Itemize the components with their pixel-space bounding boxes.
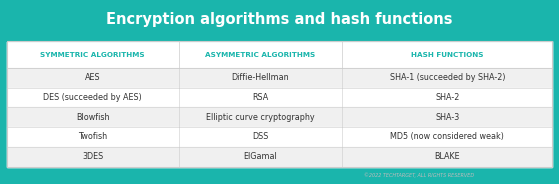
Text: MD5 (now considered weak): MD5 (now considered weak) — [390, 132, 504, 141]
Text: Blowfish: Blowfish — [76, 113, 110, 122]
Bar — [7, 88, 552, 107]
Text: HASH FUNCTIONS: HASH FUNCTIONS — [411, 52, 484, 58]
Bar — [7, 147, 552, 167]
Text: DES (succeeded by AES): DES (succeeded by AES) — [43, 93, 142, 102]
Text: SHA-2: SHA-2 — [435, 93, 459, 102]
Text: SHA-3: SHA-3 — [435, 113, 459, 122]
Text: Twofish: Twofish — [78, 132, 107, 141]
Bar — [7, 68, 552, 88]
Text: ElGamal: ElGamal — [244, 152, 277, 161]
Text: ASYMMETRIC ALGORITHMS: ASYMMETRIC ALGORITHMS — [205, 52, 315, 58]
Text: ©2022 TECHTARGET, ALL RIGHTS RESERVED: ©2022 TECHTARGET, ALL RIGHTS RESERVED — [364, 172, 475, 178]
Bar — [7, 107, 552, 127]
Text: DSS: DSS — [252, 132, 268, 141]
Text: Diffie-Hellman: Diffie-Hellman — [231, 73, 289, 82]
Bar — [7, 127, 552, 147]
Text: 3DES: 3DES — [82, 152, 103, 161]
Text: Elliptic curve cryptography: Elliptic curve cryptography — [206, 113, 315, 122]
Bar — [7, 41, 552, 68]
Bar — [7, 41, 552, 167]
Text: RSA: RSA — [252, 93, 268, 102]
Text: BLAKE: BLAKE — [434, 152, 460, 161]
Text: SYMMETRIC ALGORITHMS: SYMMETRIC ALGORITHMS — [40, 52, 145, 58]
Text: Encryption algorithms and hash functions: Encryption algorithms and hash functions — [106, 12, 453, 27]
Bar — [0, 0, 559, 40]
Text: SHA-1 (succeeded by SHA-2): SHA-1 (succeeded by SHA-2) — [390, 73, 505, 82]
Text: AES: AES — [85, 73, 101, 82]
Bar — [7, 41, 552, 167]
